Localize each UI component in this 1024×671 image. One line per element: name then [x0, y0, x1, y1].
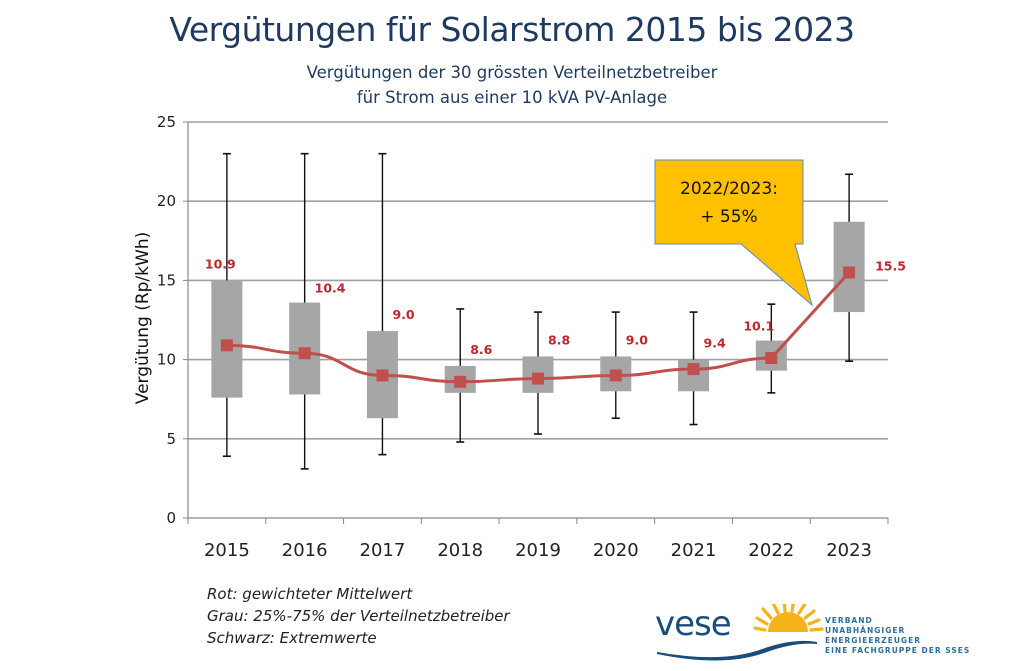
y-tick-labels: 0 5 10 15 20 25 [157, 113, 176, 527]
vese-logo: vese VERBAND UNABHÄNGIGER ENERGIEERZEUGE… [655, 604, 975, 664]
data-label: 9.0 [392, 307, 414, 322]
y-tick-label: 0 [166, 509, 176, 527]
x-tick-label: 2017 [360, 540, 406, 561]
annotation-callout: 2022/2023: + 55% [654, 159, 813, 307]
legend-note-black: Schwarz: Extremwerte [207, 629, 377, 647]
mean-marker [298, 347, 311, 360]
x-tick-label: 2016 [282, 540, 328, 561]
data-label: 8.6 [470, 342, 492, 357]
logo-line-3: EINE FACHGRUPPE DER SSES [825, 646, 971, 655]
mean-marker [376, 369, 389, 382]
sun-wave-icon [657, 604, 824, 661]
mean-line [220, 266, 856, 388]
data-label: 9.0 [626, 332, 648, 347]
mean-marker [609, 369, 622, 382]
y-axis-label: Vergütung (Rp/kWh) [133, 232, 153, 404]
x-tick-label: 2020 [593, 540, 639, 561]
callout-text-line-2: + 55% [700, 207, 757, 227]
mean-marker [687, 363, 700, 376]
x-tick-label: 2023 [826, 540, 872, 561]
logo-tagline: VERBAND UNABHÄNGIGER ENERGIEERZEUGER EIN… [825, 616, 975, 656]
data-labels: 10.9 10.4 9.0 8.6 8.8 9.0 9.4 10.1 15.5 [205, 256, 906, 357]
data-label: 15.5 [875, 258, 906, 273]
x-tick-label: 2018 [437, 540, 483, 561]
iqr-box [211, 280, 243, 398]
mean-marker [532, 372, 544, 385]
chart-subtitle-line-1: Vergütungen der 30 grössten Verteilnetzb… [306, 63, 718, 82]
y-tick-label: 5 [166, 430, 176, 448]
mean-marker [454, 375, 467, 388]
mean-marker [765, 352, 778, 365]
y-tick-label: 25 [157, 113, 176, 131]
callout-text-line-1: 2022/2023: [680, 179, 778, 199]
legend-note-red: Rot: gewichteter Mittelwert [207, 585, 413, 603]
x-tick-label: 2015 [204, 540, 250, 561]
logo-line-1: VERBAND [825, 616, 873, 625]
logo-wordmark: vese [655, 604, 732, 644]
data-label: 10.1 [743, 319, 774, 334]
y-tick-label: 15 [157, 271, 176, 289]
mean-marker [220, 339, 233, 352]
legend-note-grey: Grau: 25%-75% der Verteilnetzbetreiber [207, 607, 510, 625]
x-tick-label: 2019 [515, 540, 561, 561]
data-label: 9.4 [704, 336, 726, 351]
x-tick-label: 2021 [671, 540, 717, 561]
legend-notes: Rot: gewichteter Mittelwert Grau: 25%-75… [207, 583, 510, 649]
data-label: 8.8 [548, 332, 570, 347]
data-label: 10.4 [315, 281, 346, 296]
logo-line-2: UNABHÄNGIGER ENERGIEERZEUGER [825, 626, 921, 645]
callout-bubble [654, 159, 813, 307]
y-tick-label: 10 [157, 351, 176, 369]
chart-title: Vergütungen für Solarstrom 2015 bis 2023 [169, 10, 855, 49]
chart-subtitle-line-2: für Strom aus einer 10 kVA PV-Anlage [356, 88, 668, 107]
data-label: 10.9 [205, 256, 236, 271]
x-tick-label: 2022 [748, 540, 794, 561]
mean-marker [843, 266, 856, 279]
x-tick-labels: 2015 2016 2017 2018 2019 2020 2021 2022 2023 [204, 540, 872, 561]
axes [183, 121, 889, 524]
y-tick-label: 20 [157, 192, 176, 210]
